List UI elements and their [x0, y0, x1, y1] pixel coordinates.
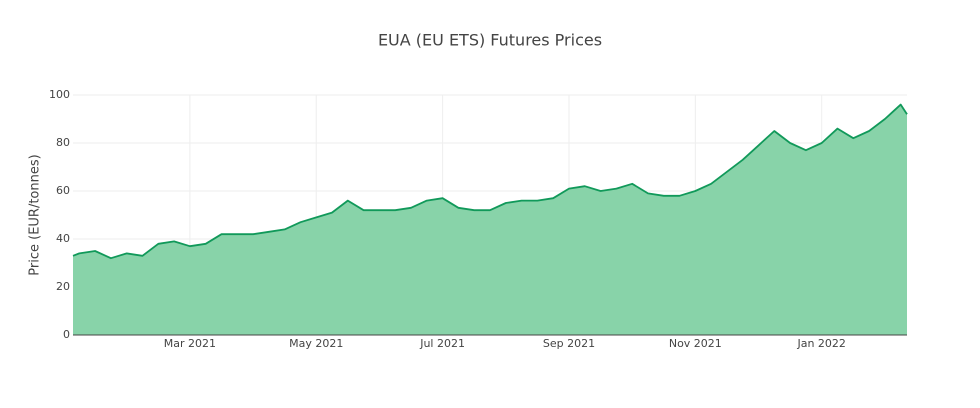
x-tick-label: Sep 2021 — [543, 337, 595, 350]
x-tick-label: May 2021 — [289, 337, 343, 350]
x-tick-label: Jul 2021 — [419, 337, 465, 350]
y-axis-title: Price (EUR/tonnes) — [28, 154, 43, 275]
y-tick-label: 20 — [56, 280, 70, 293]
y-tick-label: 60 — [56, 184, 70, 197]
x-tick-label: Mar 2021 — [164, 337, 216, 350]
y-tick-label: 80 — [56, 136, 70, 149]
x-tick-label: Nov 2021 — [669, 337, 722, 350]
price-line — [72, 103, 908, 260]
y-tick-label: 0 — [63, 328, 70, 341]
chart-title: EUA (EU ETS) Futures Prices — [378, 31, 602, 50]
y-tick-label: 40 — [56, 232, 70, 245]
x-tick-label: Jan 2022 — [796, 337, 845, 350]
y-tick-label: 100 — [49, 88, 70, 101]
area-fill — [73, 104, 907, 335]
